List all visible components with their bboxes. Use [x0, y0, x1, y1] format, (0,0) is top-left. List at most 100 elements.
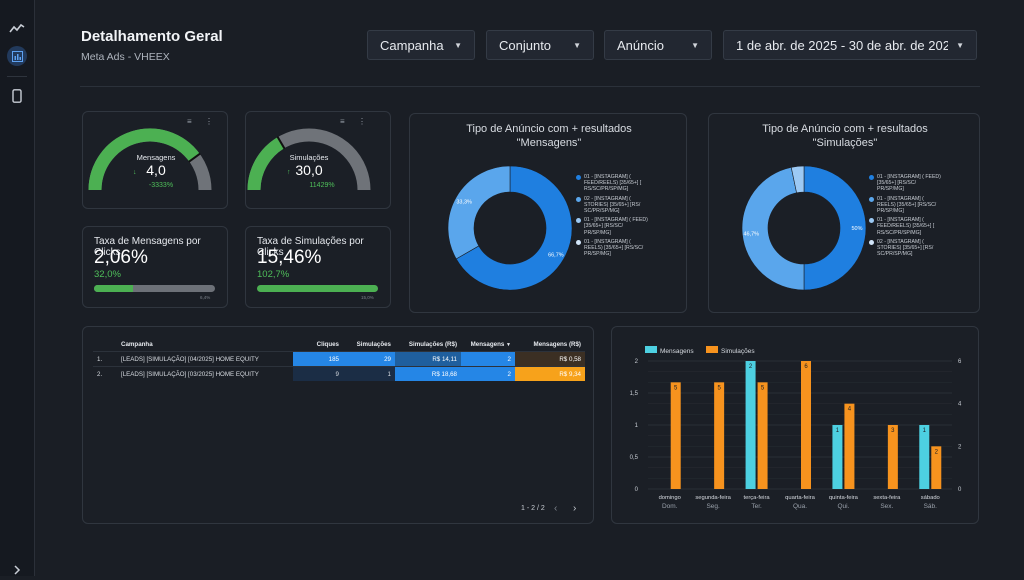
cell-cliques: 185 — [293, 351, 343, 367]
trend-icon[interactable] — [7, 18, 27, 38]
x-tick-sublabel: Sáb. — [924, 503, 938, 510]
bar-mensagens[interactable] — [919, 425, 930, 489]
donut-title: Tipo de Anúncio com + resultados "Simula… — [709, 122, 981, 150]
bar-simulacoes[interactable] — [670, 382, 681, 489]
col-mensagens[interactable]: Mensagens ▼ — [461, 337, 515, 352]
bar-label: 4 — [848, 407, 852, 413]
table-row[interactable]: 2. [LEADS] [SIMULAÇÃO] [03/2025] HOME EQ… — [93, 366, 585, 381]
filter-anuncio[interactable]: Anúncio ▼ — [604, 30, 712, 60]
legend-label: 01 - [INSTAGRAM] ( REELS) [35/65+] [RS/S… — [877, 195, 937, 215]
mobile-icon[interactable] — [7, 86, 27, 106]
trend-down-icon: ↓ — [133, 169, 137, 176]
col-index — [93, 337, 117, 352]
filter-conjunto[interactable]: Conjunto ▼ — [486, 30, 594, 60]
x-tick-sublabel: Qui. — [837, 503, 849, 510]
legend-dot-icon — [869, 175, 874, 180]
legend-item[interactable]: 02 - [INSTAGRAM] ( STORIES) [35/65+] [RS… — [576, 196, 648, 215]
kpi-progress-fill — [257, 285, 378, 292]
col-campanha[interactable]: Campanha — [121, 340, 153, 348]
table-row[interactable]: 1. [LEADS] [SIMULAÇÃO] [04/2025] HOME EQ… — [93, 351, 585, 367]
col-simulacoes-rs[interactable]: Simulações (R$) — [408, 340, 457, 348]
legend-dot-icon — [869, 218, 874, 224]
report-icon[interactable] — [7, 46, 27, 66]
bar-mensagens[interactable] — [832, 425, 843, 489]
legend-label: 02 - [INSTAGRAM] ( STORIES) [35/65+] [RS… — [584, 195, 641, 215]
chevron-right-icon[interactable]: › — [573, 503, 577, 514]
cell-mensagens: 2 — [461, 366, 515, 381]
bar-chart-card: Mensagens Simulações 0 0,5 1 1,5 2 0 2 4 6 5 domingo… — [611, 326, 979, 524]
gauge-value: 4,0 — [146, 162, 166, 178]
legend-dot-icon — [869, 239, 874, 245]
gauge-fill — [88, 128, 200, 191]
legend-item[interactable]: 01 - [INSTAGRAM] ( FEED/REELS) [35/65+] … — [869, 217, 941, 236]
y-tick-right: 6 — [958, 359, 962, 365]
gauge-value: 30,0 — [295, 162, 322, 178]
table-card: Campanha Cliques Simulações Simulações (… — [82, 326, 594, 524]
filter-icon[interactable]: ≡ — [340, 117, 345, 126]
legend-dot-icon — [869, 196, 874, 202]
sidebar — [0, 0, 35, 576]
kpi-progress-bar — [94, 285, 215, 292]
col-simulacoes[interactable]: Simulações — [356, 340, 391, 348]
donut-slice[interactable] — [741, 166, 805, 291]
legend-label: 01 - [INSTAGRAM] ( FEED/REELS) [35/65+] … — [877, 217, 935, 236]
legend-label: 01 - [INSTAGRAM] ( FEED) [35/65+] [RS/SC… — [877, 174, 941, 193]
donut-slice[interactable] — [447, 165, 511, 260]
col-mensagens-rs[interactable]: Mensagens (R$) — [533, 340, 581, 348]
bar-label: 2 — [935, 449, 939, 455]
donut-title-line2: "Simulações" — [812, 137, 878, 149]
x-tick-sublabel: Dom. — [662, 503, 678, 510]
campaign-table: Campanha Cliques Simulações Simulações (… — [93, 337, 585, 381]
legend-item[interactable]: 01 - [INSTAGRAM] ( REELS) [35/65+] [RS/S… — [869, 196, 941, 215]
x-tick-label: sábado — [921, 495, 940, 501]
bar-label: 5 — [717, 385, 721, 391]
cell-campanha: [LEADS] [SIMULAÇÃO] [04/2025] HOME EQUIT… — [117, 351, 293, 367]
x-tick-sublabel: Sex. — [880, 503, 893, 510]
gauge-delta: 11429% — [309, 182, 334, 189]
legend-item[interactable]: 01 - [INSTAGRAM] ( FEED) [35/65+] [RS/SC… — [576, 217, 648, 236]
legend-item[interactable]: 01 - [INSTAGRAM] ( FEED/REELS) [35/65+] … — [576, 174, 648, 193]
filter-icon[interactable]: ≡ — [187, 117, 192, 126]
bar-simulacoes[interactable] — [801, 361, 811, 489]
donut-slice[interactable] — [790, 165, 805, 194]
filter-campanha-label: Campanha — [380, 37, 444, 53]
donut-slice[interactable] — [455, 165, 573, 291]
legend-swatch — [706, 346, 718, 353]
bar-simulacoes[interactable] — [757, 382, 768, 489]
more-options-icon[interactable]: ⋮ — [358, 117, 366, 126]
date-range-picker[interactable]: 1 de abr. de 2025 - 30 de abr. de 2025 ▼ — [723, 30, 977, 60]
bar-simulacoes[interactable] — [714, 382, 725, 489]
chevron-down-icon: ▼ — [573, 40, 581, 50]
col-cliques[interactable]: Cliques — [316, 340, 339, 348]
legend-item[interactable]: 02 - [INSTAGRAM] ( STORIES) [35/65+] [RS… — [869, 239, 941, 258]
more-options-icon[interactable]: ⋮ — [205, 117, 213, 126]
donut-card-simulacoes: Tipo de Anúncio com + resultados "Simula… — [708, 113, 980, 313]
cell-simulacoes-rs: R$ 14,11 — [395, 351, 461, 367]
x-tick-sublabel: Seg. — [706, 503, 720, 510]
x-tick-sublabel: Qua. — [793, 503, 807, 510]
kpi-progress-bar — [257, 285, 378, 292]
x-tick-label: domingo — [659, 495, 681, 501]
bar-mensagens[interactable] — [745, 361, 756, 489]
legend-dot-icon — [576, 218, 581, 224]
kpi-title: Taxa de Simulações por Clicks — [257, 236, 364, 258]
pagination-label: 1 - 2 / 2 — [521, 505, 545, 512]
donut-slice[interactable] — [803, 165, 867, 291]
bar-simulacoes[interactable] — [931, 446, 942, 489]
date-range-label: 1 de abr. de 2025 - 30 de abr. de 2025 — [736, 37, 948, 53]
legend-item[interactable]: 01 - [INSTAGRAM] ( FEED) [35/65+] [RS/SC… — [869, 174, 941, 193]
legend-label[interactable]: Mensagens — [660, 348, 694, 355]
chevron-right-icon[interactable] — [7, 560, 27, 580]
cell-simulacoes: 29 — [343, 351, 395, 367]
bar-simulacoes[interactable] — [887, 425, 898, 489]
filter-anuncio-label: Anúncio — [617, 37, 664, 53]
legend-item[interactable]: 01 - [INSTAGRAM] ( REELS) [35/65+] [RS/S… — [576, 239, 648, 258]
chevron-left-icon[interactable]: ‹ — [554, 503, 558, 514]
donut-title-line1: Tipo de Anúncio com + resultados — [466, 123, 632, 135]
cell-simulacoes: 1 — [343, 366, 395, 381]
filter-campanha[interactable]: Campanha ▼ — [367, 30, 475, 60]
bar-simulacoes[interactable] — [844, 403, 855, 489]
row-index: 2. — [93, 366, 117, 381]
y-tick-left: 0,5 — [630, 455, 639, 461]
legend-label[interactable]: Simulações — [721, 348, 755, 355]
